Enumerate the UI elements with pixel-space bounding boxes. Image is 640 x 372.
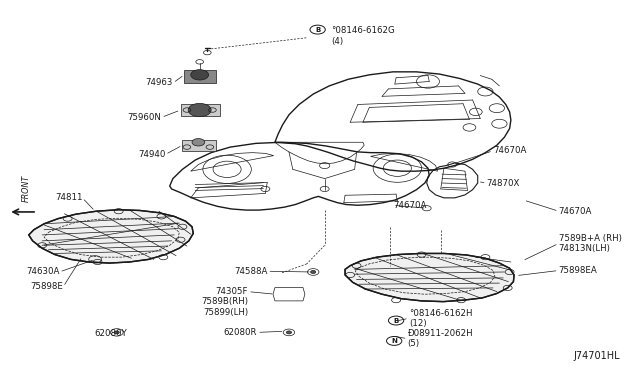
- Circle shape: [188, 103, 211, 117]
- Text: 75898EA: 75898EA: [559, 266, 598, 275]
- Text: 75898E: 75898E: [30, 282, 63, 291]
- Polygon shape: [182, 140, 216, 151]
- Text: 62080Y: 62080Y: [94, 329, 127, 338]
- Text: 62080R: 62080R: [223, 328, 257, 337]
- Polygon shape: [29, 210, 193, 263]
- Text: 74588A: 74588A: [234, 267, 268, 276]
- Circle shape: [114, 331, 119, 334]
- Text: FRONT: FRONT: [22, 174, 31, 202]
- Text: 74670A: 74670A: [559, 207, 592, 216]
- Text: 7589B(RH)
75899(LH): 7589B(RH) 75899(LH): [201, 298, 248, 317]
- Text: B: B: [315, 27, 320, 33]
- Text: N: N: [391, 338, 397, 344]
- Polygon shape: [180, 105, 220, 116]
- Circle shape: [192, 138, 205, 146]
- Polygon shape: [184, 70, 216, 83]
- Text: 74305F: 74305F: [216, 287, 248, 296]
- Text: B: B: [394, 318, 399, 324]
- Text: 74811: 74811: [55, 193, 83, 202]
- Text: 74870X: 74870X: [486, 179, 520, 187]
- Text: °08146-6162H
(12): °08146-6162H (12): [409, 309, 472, 328]
- Text: 74670A: 74670A: [393, 201, 426, 210]
- Text: °08146-6162G
(4): °08146-6162G (4): [331, 26, 395, 46]
- Text: 75960N: 75960N: [127, 113, 161, 122]
- Text: 74670A: 74670A: [493, 146, 527, 155]
- Text: J74701HL: J74701HL: [574, 351, 621, 361]
- Circle shape: [287, 331, 291, 334]
- Text: 7589B+A (RH)
74813N(LH): 7589B+A (RH) 74813N(LH): [559, 234, 621, 253]
- Circle shape: [191, 70, 209, 80]
- Circle shape: [310, 270, 316, 273]
- Text: Ð08911-2062H
(5): Ð08911-2062H (5): [408, 329, 473, 349]
- Text: 74940: 74940: [138, 150, 165, 159]
- Text: 74963: 74963: [145, 78, 173, 87]
- Text: 74630A: 74630A: [26, 267, 60, 276]
- Polygon shape: [345, 253, 514, 302]
